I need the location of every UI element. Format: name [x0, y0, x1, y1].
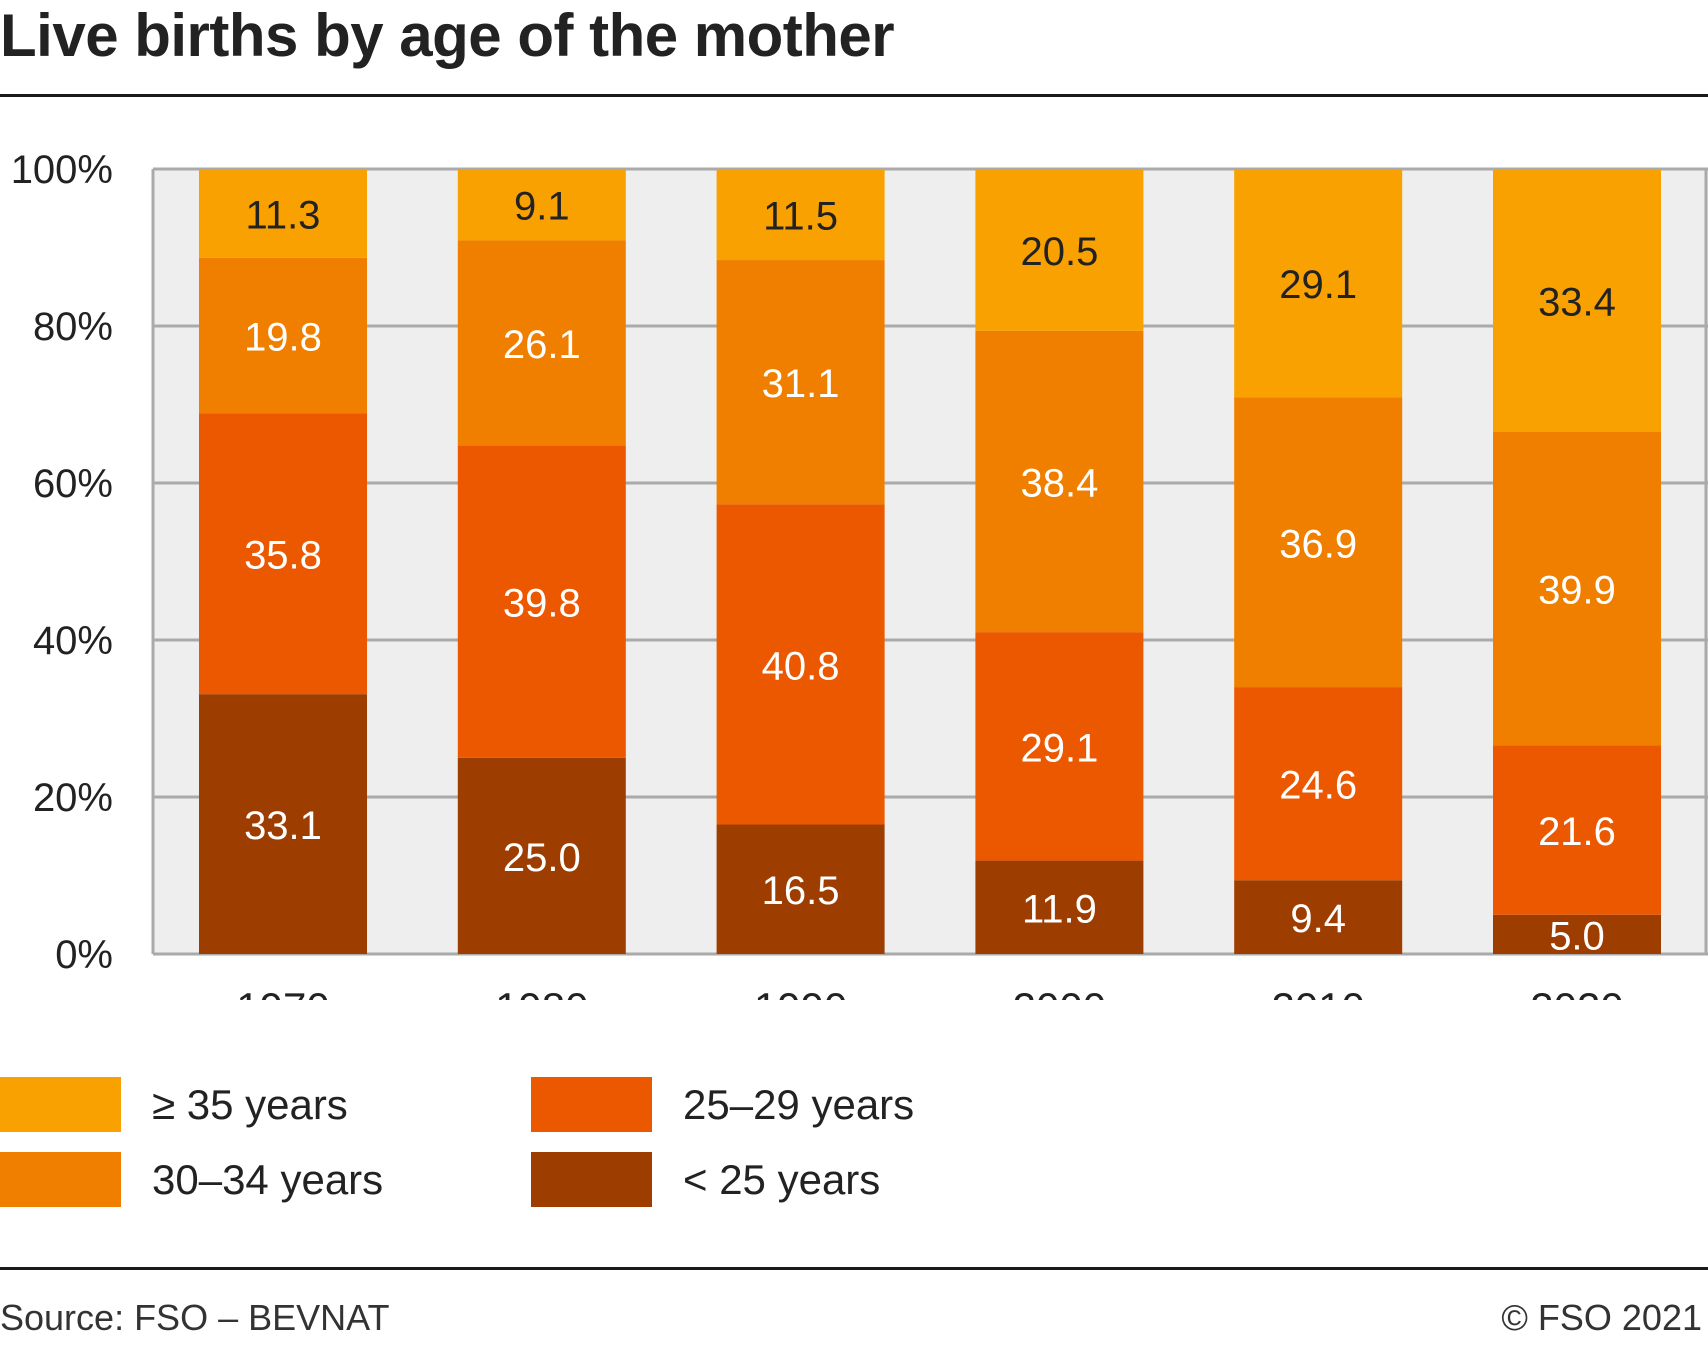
data-label: 40.8	[762, 644, 840, 688]
copyright-note: © FSO 2021	[1501, 1297, 1702, 1338]
legend-swatch-25-29	[531, 1077, 652, 1132]
y-tick-label: 80%	[33, 305, 113, 349]
bar-segment	[716, 169, 885, 261]
x-tick-label: 2000	[1013, 984, 1106, 1000]
legend-label-25-29: 25–29 years	[683, 1081, 915, 1128]
top-rule	[0, 94, 1708, 97]
data-label: 33.4	[1538, 280, 1616, 324]
bar-segment	[1493, 914, 1661, 954]
y-tick-label: 60%	[33, 462, 113, 506]
legend-swatch-30-34	[0, 1152, 121, 1207]
bar-segment	[1234, 687, 1403, 881]
data-label: 26.1	[503, 323, 581, 367]
bar-segment	[716, 824, 885, 954]
data-label: 9.4	[1290, 897, 1346, 941]
bar-segment	[199, 413, 367, 695]
data-label: 39.9	[1538, 569, 1616, 613]
y-tick-label: 20%	[33, 776, 113, 820]
data-label: 11.5	[763, 195, 838, 239]
data-label: 35.8	[244, 534, 322, 578]
data-label: 39.8	[503, 582, 581, 626]
y-tick-label: 40%	[33, 619, 113, 663]
legend-label-30-34: 30–34 years	[152, 1156, 384, 1203]
bar-segment	[199, 694, 367, 954]
data-label: 24.6	[1279, 764, 1357, 808]
stacked-bar-chart: 33.1 35.8 19.8 11.3 25.0 39.8 26.1 9.1 16.5 40.8 3…	[11, 148, 1708, 1000]
bar-segment	[1234, 169, 1403, 398]
chart-title: Live births by age of the mother	[0, 2, 895, 69]
bottom-rule	[0, 1267, 1708, 1270]
bar-segment	[457, 240, 626, 446]
bar-segment	[457, 757, 626, 954]
x-tick-label: 1970	[236, 984, 329, 1000]
data-label: 11.9	[1022, 887, 1097, 931]
legend-swatch-under25	[531, 1152, 652, 1207]
bar-segment	[716, 260, 885, 505]
bar-segment	[457, 445, 626, 758]
bar-segment	[199, 169, 367, 258]
data-label: 31.1	[762, 362, 840, 406]
data-label: 33.1	[244, 804, 322, 848]
plot-area	[153, 169, 1708, 954]
bar-segment	[975, 632, 1144, 861]
legend-swatch-35plus	[0, 1077, 121, 1132]
data-label: 38.4	[1020, 461, 1098, 505]
bar-segment	[199, 257, 367, 414]
x-tick-label: 1980	[495, 984, 588, 1000]
bar-segment	[1493, 745, 1661, 915]
legend-label-under25: < 25 years	[683, 1156, 881, 1203]
data-label: 25.0	[503, 836, 581, 880]
source-note: Source: FSO – BEVNAT	[0, 1297, 390, 1338]
data-label: 5.0	[1549, 914, 1605, 958]
data-label: 11.3	[246, 193, 321, 237]
bar-segment	[1493, 431, 1661, 746]
legend-label-35plus: ≥ 35 years	[152, 1081, 348, 1128]
bar-segment	[975, 330, 1144, 633]
data-label: 20.5	[1020, 230, 1098, 274]
y-tick-label: 0%	[55, 933, 113, 977]
bar-segment	[716, 504, 885, 825]
x-tick-label: 1990	[754, 984, 847, 1000]
data-label: 36.9	[1279, 522, 1357, 566]
bar-segment	[1234, 397, 1403, 688]
data-label: 29.1	[1279, 263, 1357, 307]
x-tick-label: 2020	[1530, 984, 1623, 1000]
data-label: 21.6	[1538, 810, 1616, 854]
bar-segment	[1234, 880, 1403, 954]
y-tick-label: 100%	[11, 148, 113, 192]
bar-segment	[975, 169, 1144, 331]
bar-segment	[1493, 169, 1661, 432]
data-label: 19.8	[244, 315, 322, 359]
bar-segment	[457, 169, 626, 241]
x-tick-label: 2010	[1271, 984, 1364, 1000]
data-label: 9.1	[514, 185, 570, 229]
data-label: 29.1	[1020, 726, 1098, 770]
bar-segment	[975, 860, 1144, 954]
data-label: 16.5	[762, 869, 840, 913]
